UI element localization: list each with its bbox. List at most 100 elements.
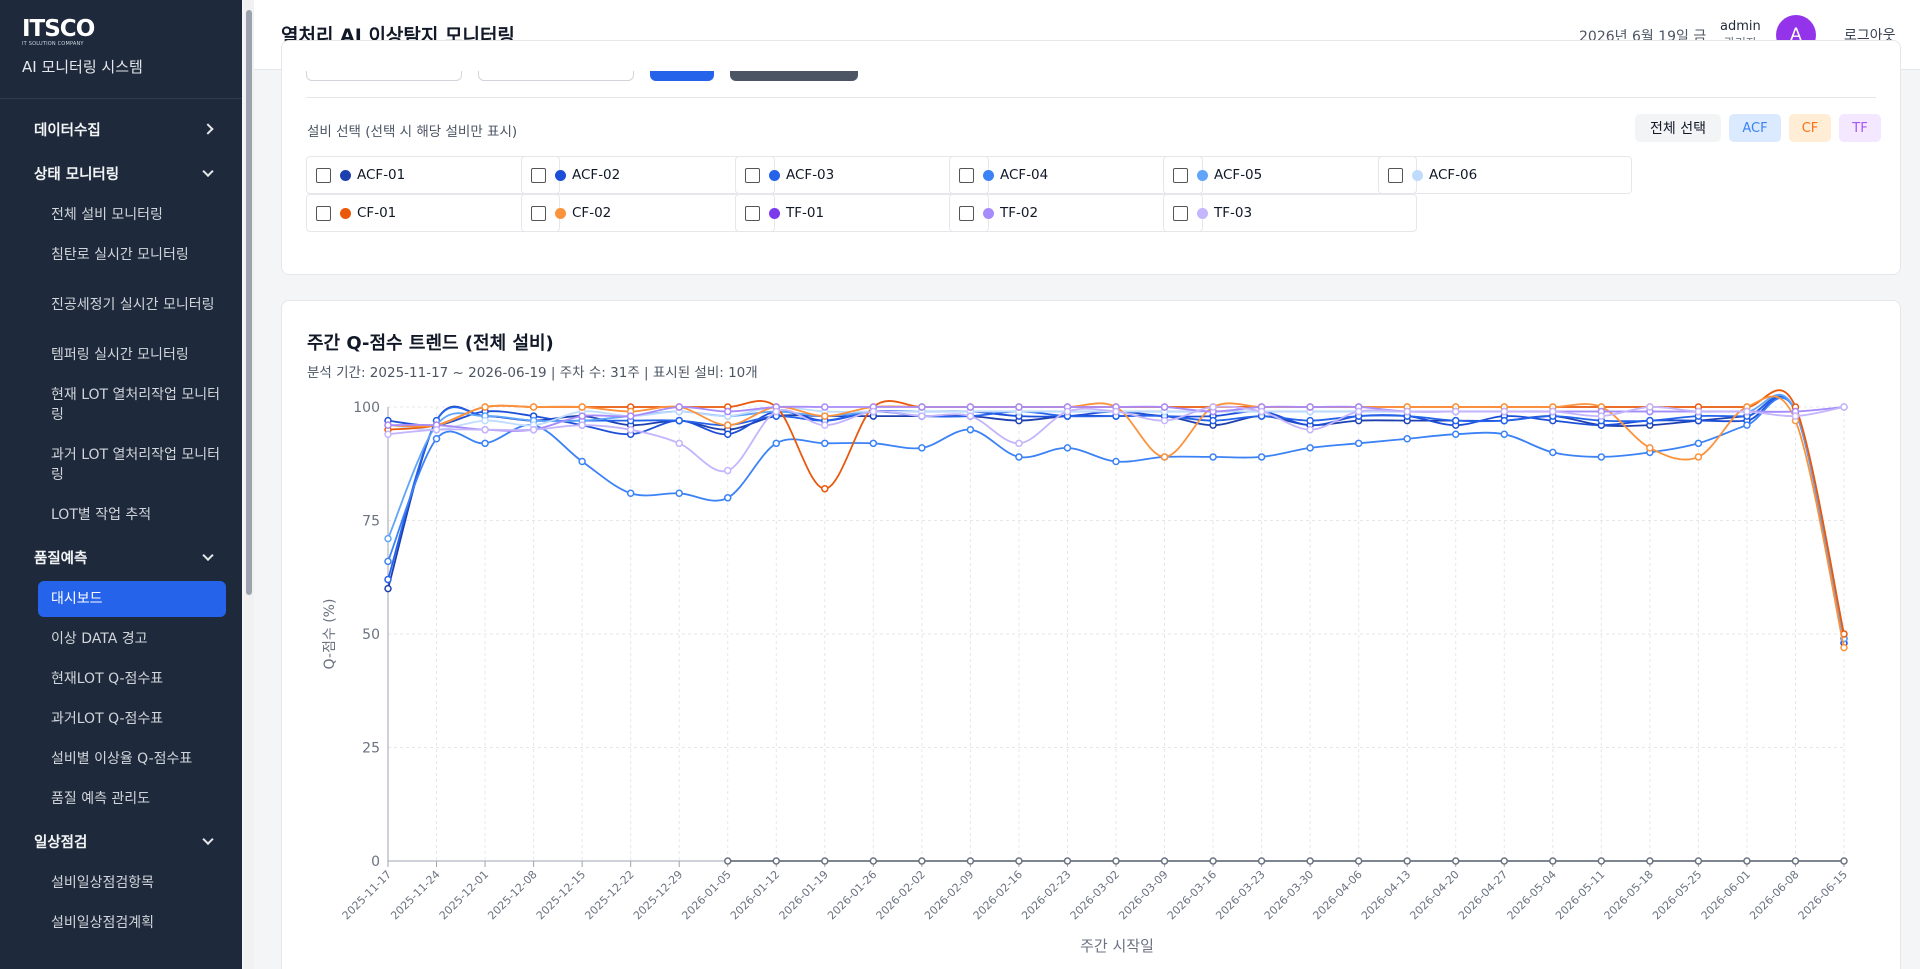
menu-group-0[interactable]: 데이터수집: [0, 107, 242, 151]
data-point: [1257, 407, 1266, 416]
data-point: [1306, 416, 1314, 425]
series-color-dot: [555, 207, 566, 219]
chart-meta: 분석 기간: 2025-11-17 ~ 2026-06-19 | 주차 수: 3…: [307, 365, 758, 381]
data-point: [384, 584, 392, 593]
menu-item-11[interactable]: 이상 DATA 경고: [51, 631, 148, 647]
data-point: [1063, 444, 1072, 452]
series-color-dot: [1412, 169, 1423, 181]
menu-item-5[interactable]: 템퍼링 실시간 모니터링: [51, 347, 189, 363]
menu-item-13[interactable]: 과거LOT Q-점수표: [51, 711, 164, 727]
data-point: [1209, 416, 1217, 425]
data-point: [1306, 425, 1314, 434]
data-point: [1160, 416, 1169, 425]
data-point: [1743, 421, 1751, 429]
data-point: [821, 412, 829, 420]
x-tick-label: 2026-02-23: [1019, 868, 1073, 922]
company-logo[interactable]: ITSCO IT SOLUTION COMPANY: [22, 18, 95, 48]
x-axis-label: 주간 시작일: [1080, 937, 1154, 955]
data-point: [529, 403, 538, 411]
data-point: [481, 403, 489, 411]
menu-group-1[interactable]: 상태 모니터링: [0, 151, 242, 195]
data-point: [1451, 416, 1460, 425]
equipment-label: ACF-02: [572, 167, 621, 183]
equipment-checkbox[interactable]: [745, 205, 760, 221]
data-point: [1015, 439, 1023, 448]
series-color-dot: [983, 207, 994, 219]
x-tick-label: 2025-12-08: [485, 868, 539, 922]
equipment-option[interactable]: TF-03: [1163, 194, 1417, 232]
menu-item-15[interactable]: 품질 예측 관리도: [51, 791, 151, 807]
menu-item-14[interactable]: 설비별 이상율 Q-점수표: [51, 751, 193, 767]
data-point: [772, 407, 781, 416]
menu-item-10[interactable]: 대시보드: [38, 581, 226, 617]
data-point: [1209, 453, 1217, 461]
series-color-dot: [983, 169, 994, 181]
data-point: [723, 857, 732, 865]
menu-item-18[interactable]: 설비일상점검계획: [51, 915, 155, 931]
data-point: [821, 484, 829, 493]
search-button[interactable]: [650, 71, 714, 81]
tf-group-chip[interactable]: TF: [1839, 114, 1881, 142]
menu-item-8[interactable]: LOT별 작업 추적: [51, 507, 152, 523]
x-tick-label: 2026-05-18: [1602, 868, 1656, 922]
trend-chart-card: 주간 Q-점수 트렌드 (전체 설비) 분석 기간: 2025-11-17 ~ …: [281, 300, 1901, 969]
equipment-checkbox[interactable]: [1388, 167, 1403, 183]
data-point: [1840, 857, 1848, 865]
data-point: [1646, 857, 1654, 865]
equipment-checkbox[interactable]: [745, 167, 760, 183]
menu-item-3[interactable]: 침탄로 실시간 모니터링: [51, 247, 189, 263]
equipment-checkbox[interactable]: [1173, 167, 1188, 183]
menu-group-label: 일상점검: [34, 834, 88, 851]
x-tick-label: 2025-12-29: [631, 868, 685, 922]
equipment-label: ACF-03: [786, 167, 835, 183]
equipment-checkbox[interactable]: [316, 205, 331, 221]
menu-group-9[interactable]: 품질예측: [0, 535, 242, 579]
data-point: [1160, 403, 1169, 411]
equipment-label: TF-02: [1000, 205, 1039, 221]
equipment-option[interactable]: ACF-04: [949, 156, 1203, 194]
acf-group-chip[interactable]: ACF: [1729, 114, 1781, 142]
chevron-down-icon: [202, 165, 214, 178]
reset-button[interactable]: [730, 71, 858, 81]
equipment-checkbox[interactable]: [316, 167, 331, 183]
menu-item-2[interactable]: 전체 설비 모니터링: [51, 207, 163, 223]
equipment-checkbox[interactable]: [531, 167, 546, 183]
data-point: [578, 457, 586, 466]
data-point: [1451, 430, 1460, 438]
equipment-checkbox[interactable]: [959, 205, 974, 221]
menu-item-12[interactable]: 현재LOT Q-점수표: [51, 671, 164, 687]
scrollbar-thumb[interactable]: [246, 10, 252, 595]
user-name: admin: [1720, 19, 1761, 34]
equipment-option[interactable]: ACF-01: [306, 156, 560, 194]
x-tick-label: 2026-01-19: [777, 868, 831, 922]
data-point: [821, 439, 829, 448]
menu-item-17[interactable]: 설비일상점검항목: [51, 875, 155, 891]
data-point: [1015, 453, 1023, 461]
cf-group-chip[interactable]: CF: [1789, 114, 1831, 142]
data-point: [1646, 416, 1654, 425]
menu-item-7[interactable]: 과거 LOT 열처리작업 모니터링: [51, 447, 221, 483]
menu-item-6[interactable]: 현재 LOT 열처리작업 모니터링: [51, 387, 221, 423]
data-point: [1354, 439, 1363, 448]
data-point: [918, 857, 926, 865]
series-color-dot: [340, 207, 351, 219]
menu-group-16[interactable]: 일상점검: [0, 819, 242, 863]
x-tick-label: 2026-06-08: [1747, 868, 1801, 922]
menu-group-label: 데이터수집: [34, 122, 101, 139]
equipment-option[interactable]: CF-01: [306, 194, 560, 232]
data-point: [529, 425, 538, 434]
menu-item-4[interactable]: 진공세정기 실시간 모니터링: [51, 297, 215, 313]
equipment-checkbox[interactable]: [531, 205, 546, 221]
sidebar-scrollbar[interactable]: [244, 0, 254, 969]
end-date-input[interactable]: [478, 71, 634, 81]
equipment-option[interactable]: ACF-03: [735, 156, 989, 194]
start-date-input[interactable]: [306, 71, 462, 81]
equipment-option[interactable]: ACF-06: [1378, 156, 1632, 194]
data-point: [1403, 857, 1411, 865]
select-all-button[interactable]: 전체 선택: [1635, 114, 1721, 142]
equipment-checkbox[interactable]: [959, 167, 974, 183]
equipment-checkbox[interactable]: [1173, 205, 1188, 221]
brand: ITSCO IT SOLUTION COMPANY AI 모니터링 시스템: [0, 0, 242, 99]
data-point: [481, 439, 489, 448]
